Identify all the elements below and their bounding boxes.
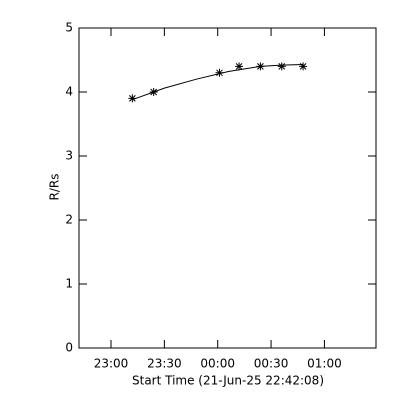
plot-frame [78,27,377,349]
y-tick-label: 3 [65,149,73,163]
y-tick-label: 0 [65,341,73,355]
fit-line [132,63,304,101]
y-tick-label: 1 [65,277,73,291]
x-tick-label: 23:30 [147,357,182,371]
x-tick-label: 01:00 [307,357,342,371]
asterisk-marker [215,68,224,77]
asterisk-marker [128,94,137,103]
x-tick-label: 00:30 [254,357,289,371]
x-tick-label: 23:00 [94,357,129,371]
x-tick-label: 00:00 [200,357,235,371]
asterisk-marker [235,62,244,71]
asterisk-marker [299,62,308,71]
x-axis-label: Start Time (21-Jun-25 22:42:08) [132,374,324,388]
y-axis-label: R/Rs [48,174,62,201]
asterisk-marker [277,62,286,71]
y-tick-label: 4 [65,85,73,99]
y-tick-label: 5 [65,21,73,35]
y-tick-label: 2 [65,213,73,227]
